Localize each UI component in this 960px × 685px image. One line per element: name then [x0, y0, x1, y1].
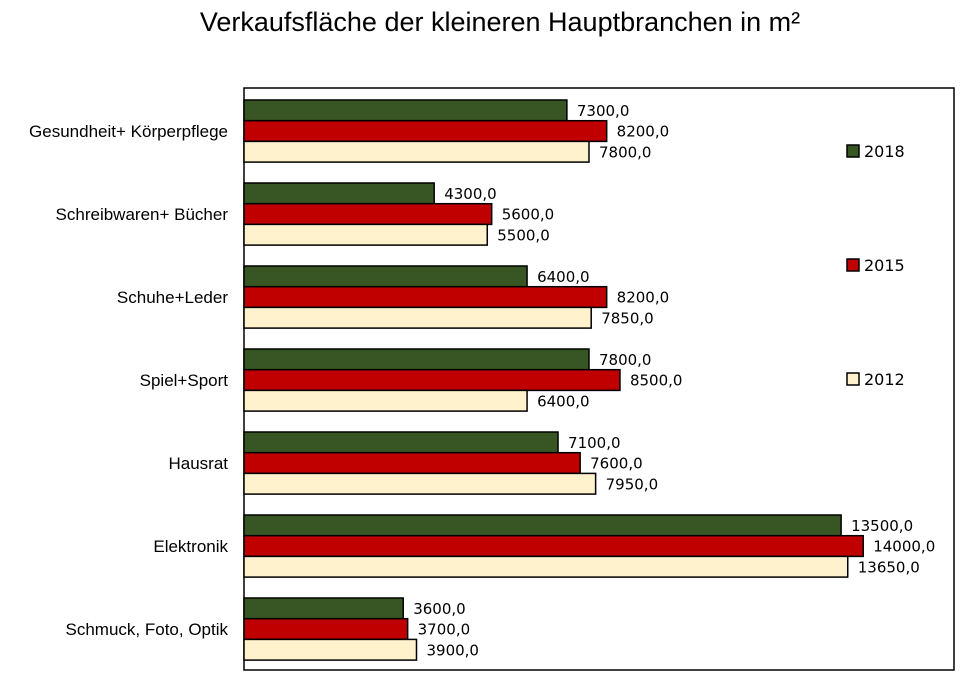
- data-label: 13650,0: [858, 558, 920, 576]
- category-label: Schmuck, Foto, Optik: [66, 620, 229, 639]
- category-label: Elektronik: [153, 537, 228, 556]
- bar-2012-4: [243, 472, 597, 495]
- bar-2018-3: [243, 348, 590, 371]
- legend: 2018 2015 2012: [846, 142, 905, 389]
- bar-2018-4: [243, 431, 559, 454]
- bar-2015-4: [243, 451, 581, 475]
- bar-2018-1: [243, 182, 435, 205]
- data-label: 3900,0: [426, 641, 479, 659]
- data-label: 3600,0: [413, 600, 466, 618]
- bar-2012-1: [243, 223, 489, 246]
- data-label: 7100,0: [568, 434, 621, 452]
- data-label: 3700,0: [418, 621, 471, 639]
- data-label: 4300,0: [444, 185, 497, 203]
- legend-label: 2015: [864, 256, 905, 275]
- data-label: 5600,0: [502, 206, 555, 224]
- category-label: Hausrat: [168, 454, 228, 473]
- bar-2018-2: [243, 265, 528, 288]
- data-label: 7600,0: [590, 455, 643, 473]
- data-label: 7800,0: [599, 143, 652, 161]
- category-label: Spiel+Sport: [140, 371, 229, 390]
- legend-label: 2012: [864, 370, 905, 389]
- bar-2012-0: [243, 140, 590, 163]
- bar-2015-3: [243, 368, 621, 392]
- data-label: 7300,0: [577, 102, 630, 120]
- data-label: 8200,0: [617, 123, 670, 141]
- data-label: 13500,0: [851, 517, 913, 535]
- legend-swatch-2015: [846, 258, 860, 272]
- legend-swatch-2012: [846, 372, 860, 386]
- category-labels: Gesundheit+ Körperpflege Schreibwaren+ Bü…: [29, 122, 228, 639]
- data-label: 6400,0: [537, 268, 590, 286]
- data-label: 5500,0: [497, 226, 550, 244]
- bar-2015-0: [243, 119, 608, 143]
- data-label: 14000,0: [873, 538, 935, 556]
- bar-2015-6: [243, 617, 409, 641]
- category-label: Schreibwaren+ Bücher: [56, 205, 229, 224]
- legend-swatch-2018: [846, 144, 860, 158]
- bar-2018-0: [243, 99, 568, 122]
- bar-2015-2: [243, 285, 608, 309]
- bar-2012-6: [243, 638, 418, 661]
- labels-layer: 7300,0 8200,0 7800,0 4300,0 5600,0 5500,0 6400…: [413, 102, 935, 659]
- data-label: 8200,0: [617, 289, 670, 307]
- bar-2012-5: [243, 555, 849, 578]
- category-label: Schuhe+Leder: [117, 288, 228, 307]
- bar-2018-6: [243, 597, 404, 620]
- data-label: 7800,0: [599, 351, 652, 369]
- data-label: 7850,0: [601, 309, 654, 327]
- bars-layer: [243, 99, 864, 661]
- bar-2012-2: [243, 306, 592, 329]
- bar-2018-5: [243, 514, 842, 537]
- category-label: Gesundheit+ Körperpflege: [29, 122, 228, 141]
- data-label: 6400,0: [537, 392, 590, 410]
- chart-title: Verkaufsfläche der kleineren Hauptbranch…: [200, 7, 800, 37]
- bar-2015-1: [243, 202, 493, 226]
- legend-label: 2018: [864, 142, 905, 161]
- bar-2012-3: [243, 389, 528, 412]
- data-label: 7950,0: [606, 475, 659, 493]
- bar-2015-5: [243, 534, 864, 558]
- data-label: 8500,0: [630, 372, 683, 390]
